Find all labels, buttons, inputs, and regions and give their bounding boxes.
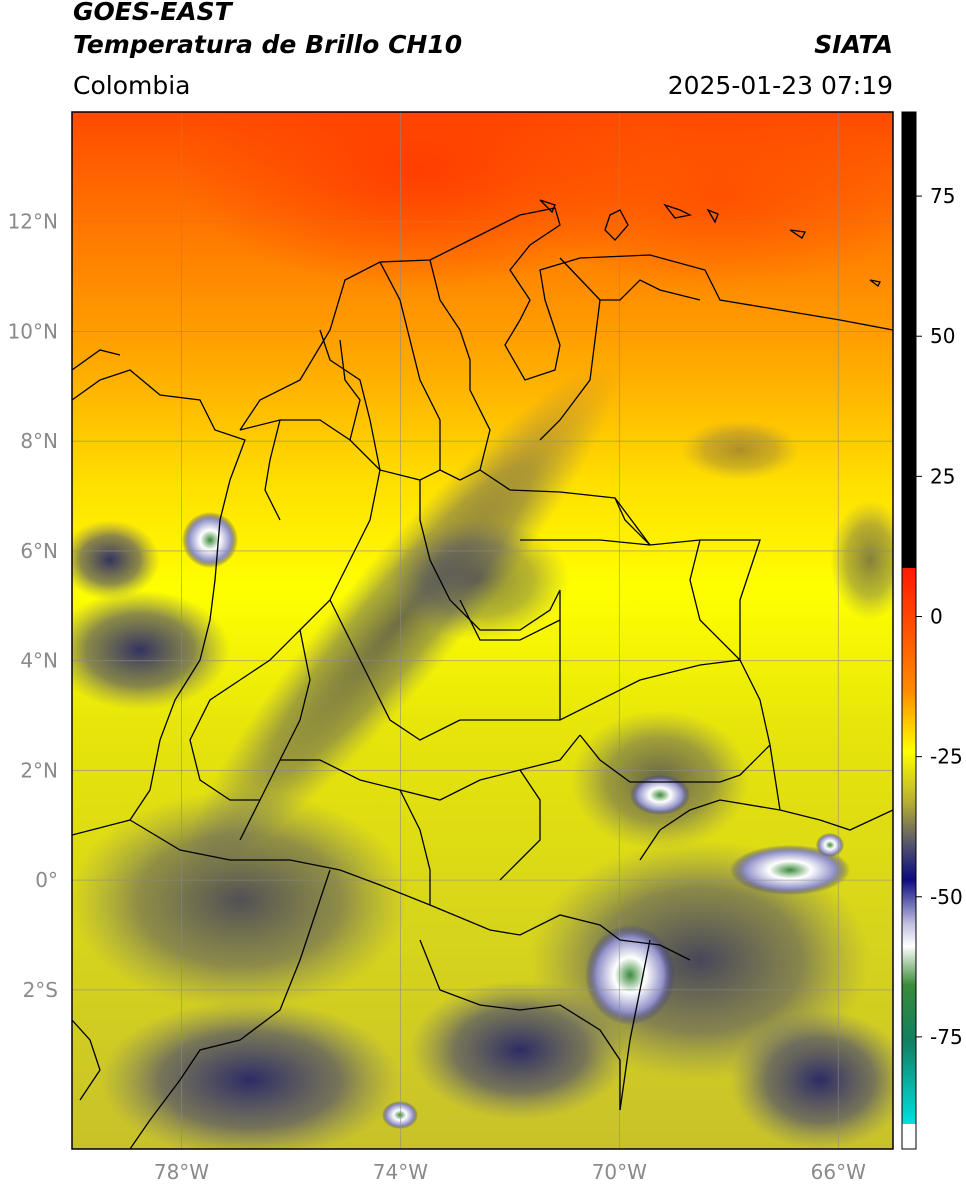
- colorbar-tick-label: 50: [930, 324, 955, 348]
- gridlines: [72, 112, 893, 1149]
- datetime-label: 2025-01-23 07:19: [667, 71, 893, 100]
- colorbar-tick-label: 25: [930, 464, 955, 488]
- colorbar-ticks: 75 50 25 0 -25 -50 -75: [916, 184, 963, 1049]
- colorbar-segment-black: [902, 112, 916, 568]
- political-boundaries: [72, 199, 893, 1149]
- latitude-tick-label: 12°N: [8, 210, 58, 234]
- colorbar-frame: [901, 111, 917, 1150]
- latitude-tick-label: 8°N: [20, 429, 58, 453]
- colorbar: 75 50 25 0 -25 -50 -75: [901, 111, 963, 1150]
- colorbar-tick-label: -25: [930, 745, 963, 769]
- longitude-tick-label: 66°W: [811, 1160, 866, 1184]
- title-line-2: Temperatura de Brillo CH10: [73, 30, 463, 59]
- colorbar-tick-label: 75: [930, 184, 955, 208]
- organization-label: SIATA: [814, 30, 893, 59]
- colorbar-tick-label: -75: [930, 1025, 963, 1049]
- latitude-ticks: 12°N 10°N 8°N 6°N 4°N 2°N 0° 2°S: [8, 210, 58, 1002]
- longitude-tick-label: 74°W: [373, 1160, 428, 1184]
- colorbar-tick-label: -50: [930, 885, 963, 909]
- latitude-tick-label: 2°S: [23, 978, 58, 1002]
- latitude-tick-label: 2°N: [20, 758, 58, 782]
- map-frame: [71, 111, 894, 1150]
- colorbar-segment-white: [902, 1124, 916, 1149]
- region-label: Colombia: [73, 71, 191, 100]
- longitude-ticks: 78°W 74°W 70°W 66°W: [154, 1160, 866, 1184]
- colorbar-tick-label: 0: [930, 604, 943, 628]
- latitude-tick-label: 0°: [35, 868, 58, 892]
- brightness-temperature-field: [72, 112, 893, 1149]
- latitude-tick-label: 6°N: [20, 539, 58, 563]
- longitude-tick-label: 70°W: [592, 1160, 647, 1184]
- latitude-tick-label: 4°N: [20, 649, 58, 673]
- colorbar-gradient: [902, 568, 916, 1124]
- longitude-tick-label: 78°W: [154, 1160, 209, 1184]
- latitude-tick-label: 10°N: [8, 319, 58, 343]
- title-line-1: GOES-EAST: [73, 0, 232, 26]
